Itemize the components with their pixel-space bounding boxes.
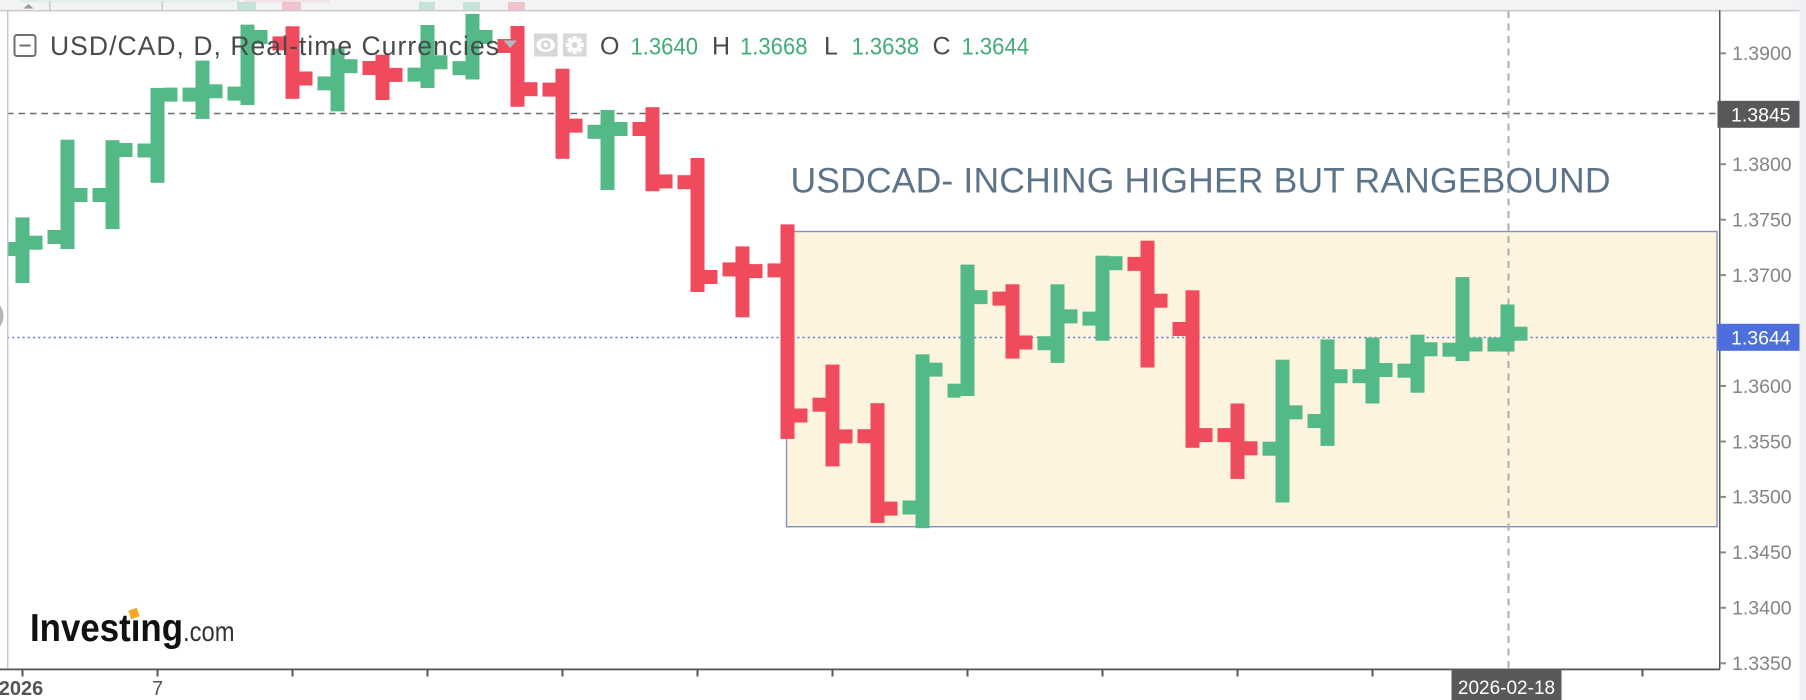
svg-text:1.3644: 1.3644 (1731, 328, 1791, 350)
svg-text:1.3800: 1.3800 (1732, 154, 1792, 176)
svg-text:2026-02-18: 2026-02-18 (1458, 678, 1555, 699)
svg-text:1.3450: 1.3450 (1732, 542, 1792, 564)
svg-text:USDCAD- INCHING HIGHER BUT RAN: USDCAD- INCHING HIGHER BUT RANGEBOUND (791, 161, 1611, 201)
svg-text:1.3640: 1.3640 (631, 34, 699, 61)
svg-text:O: O (600, 33, 619, 61)
svg-text:1.3644: 1.3644 (962, 34, 1030, 61)
svg-text:1.3400: 1.3400 (1732, 598, 1792, 620)
svg-text:.com: .com (183, 616, 235, 647)
svg-text:H: H (712, 33, 730, 61)
svg-text:1.3845: 1.3845 (1731, 105, 1791, 127)
svg-text:2026: 2026 (0, 678, 43, 700)
svg-text:USD/CAD, D, Real-time Currenci: USD/CAD, D, Real-time Currencies (50, 31, 499, 61)
svg-text:7: 7 (152, 678, 163, 700)
svg-text:1.3600: 1.3600 (1732, 376, 1792, 398)
svg-text:1.3668: 1.3668 (740, 34, 808, 61)
svg-text:1.3750: 1.3750 (1732, 210, 1792, 232)
svg-text:1.3350: 1.3350 (1732, 653, 1792, 675)
svg-text:1.3500: 1.3500 (1732, 487, 1792, 509)
svg-text:1.3638: 1.3638 (852, 34, 920, 61)
svg-text:Investıng: Investıng (30, 607, 183, 650)
svg-text:1.3900: 1.3900 (1732, 43, 1792, 65)
svg-text:C: C (933, 33, 951, 61)
svg-text:1.3700: 1.3700 (1732, 265, 1792, 287)
svg-text:L: L (824, 33, 838, 61)
svg-text:1.3550: 1.3550 (1732, 431, 1792, 453)
